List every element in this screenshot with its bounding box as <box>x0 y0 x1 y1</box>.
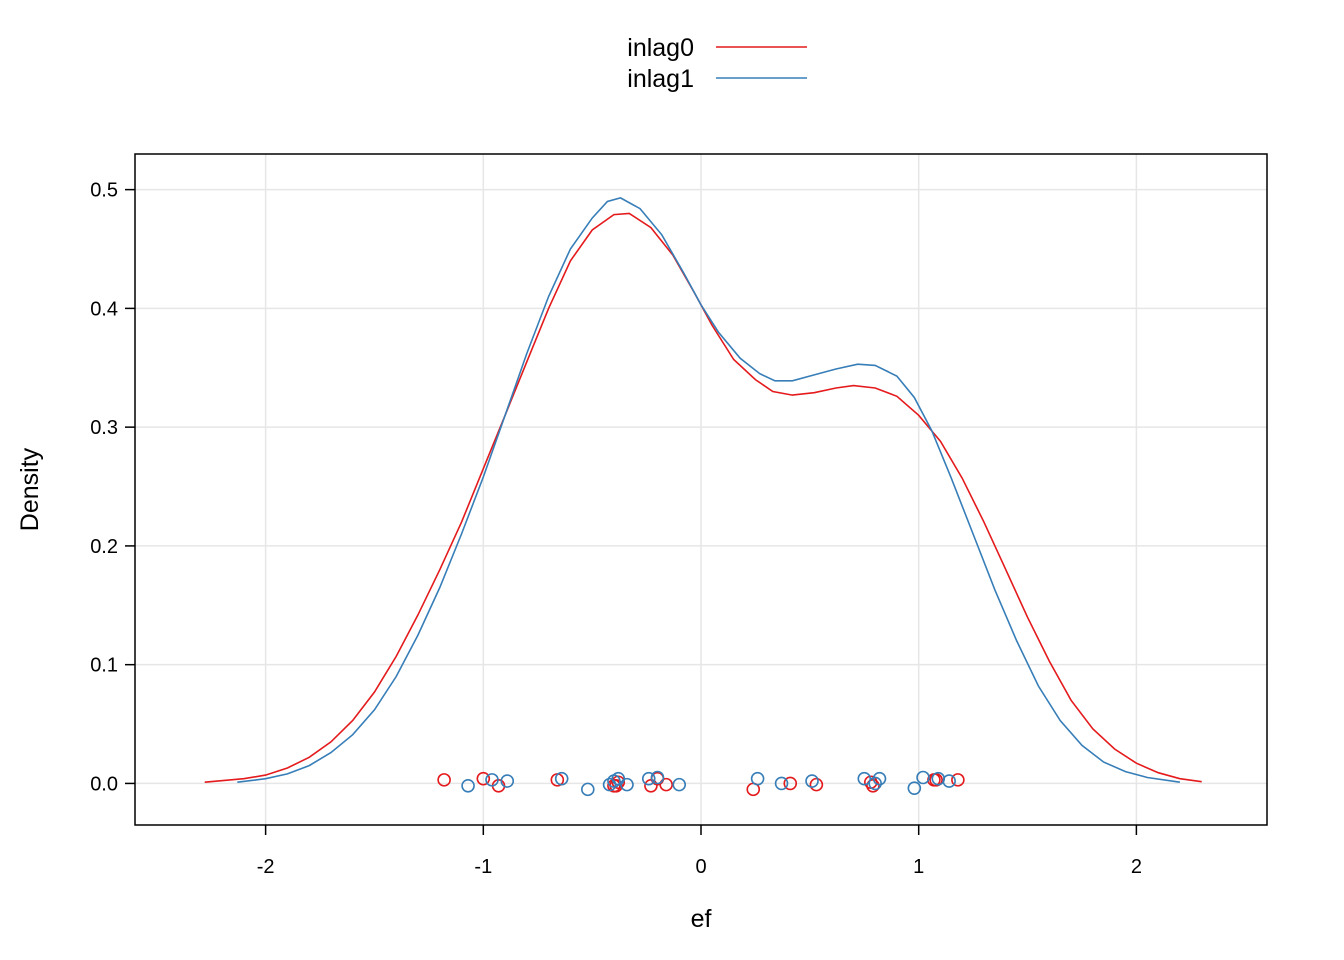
rug-point-inlag0 <box>951 773 965 787</box>
rug-point-inlag1 <box>500 774 515 788</box>
density-line-inlag1 <box>237 197 1181 783</box>
y-axis-title: Density <box>16 447 44 531</box>
legend-label-inlag0: inlag0 <box>627 34 694 62</box>
x-tick-label: 0 <box>695 856 706 878</box>
rug-point-inlag1 <box>672 777 687 792</box>
rug-point-inlag1 <box>805 774 819 788</box>
density-curves <box>204 197 1202 783</box>
y-tick-label: 0.4 <box>90 298 118 320</box>
rug-point-inlag1 <box>868 776 882 791</box>
rug-point-inlag1 <box>750 771 765 786</box>
rug-point-inlag0 <box>476 771 491 786</box>
rug-point-inlag0 <box>644 779 658 793</box>
x-tick-label: 1 <box>913 856 924 878</box>
y-tick-label: 0.1 <box>90 655 118 677</box>
rug-point-inlag1 <box>485 773 499 787</box>
rug-point-inlag0 <box>809 777 824 792</box>
rug-point-inlag1 <box>872 771 887 786</box>
rug-point-inlag1 <box>650 770 665 785</box>
y-axis: 0.0 0.1 0.2 0.3 0.4 0.5 <box>90 180 135 795</box>
x-axis-title: ef <box>691 905 712 933</box>
rug-point-inlag1 <box>620 777 634 792</box>
legend-label-inlag1: inlag1 <box>627 65 694 93</box>
rug-point-inlag1 <box>461 779 475 793</box>
rug-point-inlag0 <box>659 777 673 792</box>
y-tick-label: 0.3 <box>90 417 118 439</box>
rug-point-inlag1 <box>857 771 872 786</box>
rug-point-inlag1 <box>554 771 569 786</box>
rug-point-inlag1 <box>916 770 930 785</box>
rug-point-inlag1 <box>942 774 956 788</box>
rug-points <box>437 770 965 797</box>
density-line-inlag0 <box>204 212 1202 783</box>
rug-point-inlag0 <box>783 776 798 791</box>
x-axis: -2 -1 0 1 2 <box>257 825 1142 878</box>
y-tick-label: 0.2 <box>90 536 118 558</box>
rug-point-inlag1 <box>907 781 922 795</box>
grid <box>135 154 1267 825</box>
y-tick-label: 0.0 <box>90 773 118 795</box>
x-tick-label: 2 <box>1131 856 1142 878</box>
x-tick-label: -1 <box>474 856 492 878</box>
legend: inlag0 inlag1 <box>627 34 807 93</box>
rug-point-inlag0 <box>437 773 451 787</box>
x-tick-label: -2 <box>257 856 275 878</box>
rug-point-inlag1 <box>774 776 789 791</box>
y-tick-label: 0.5 <box>90 180 118 202</box>
rug-point-inlag1 <box>580 782 595 797</box>
rug-point-inlag1 <box>641 771 656 786</box>
